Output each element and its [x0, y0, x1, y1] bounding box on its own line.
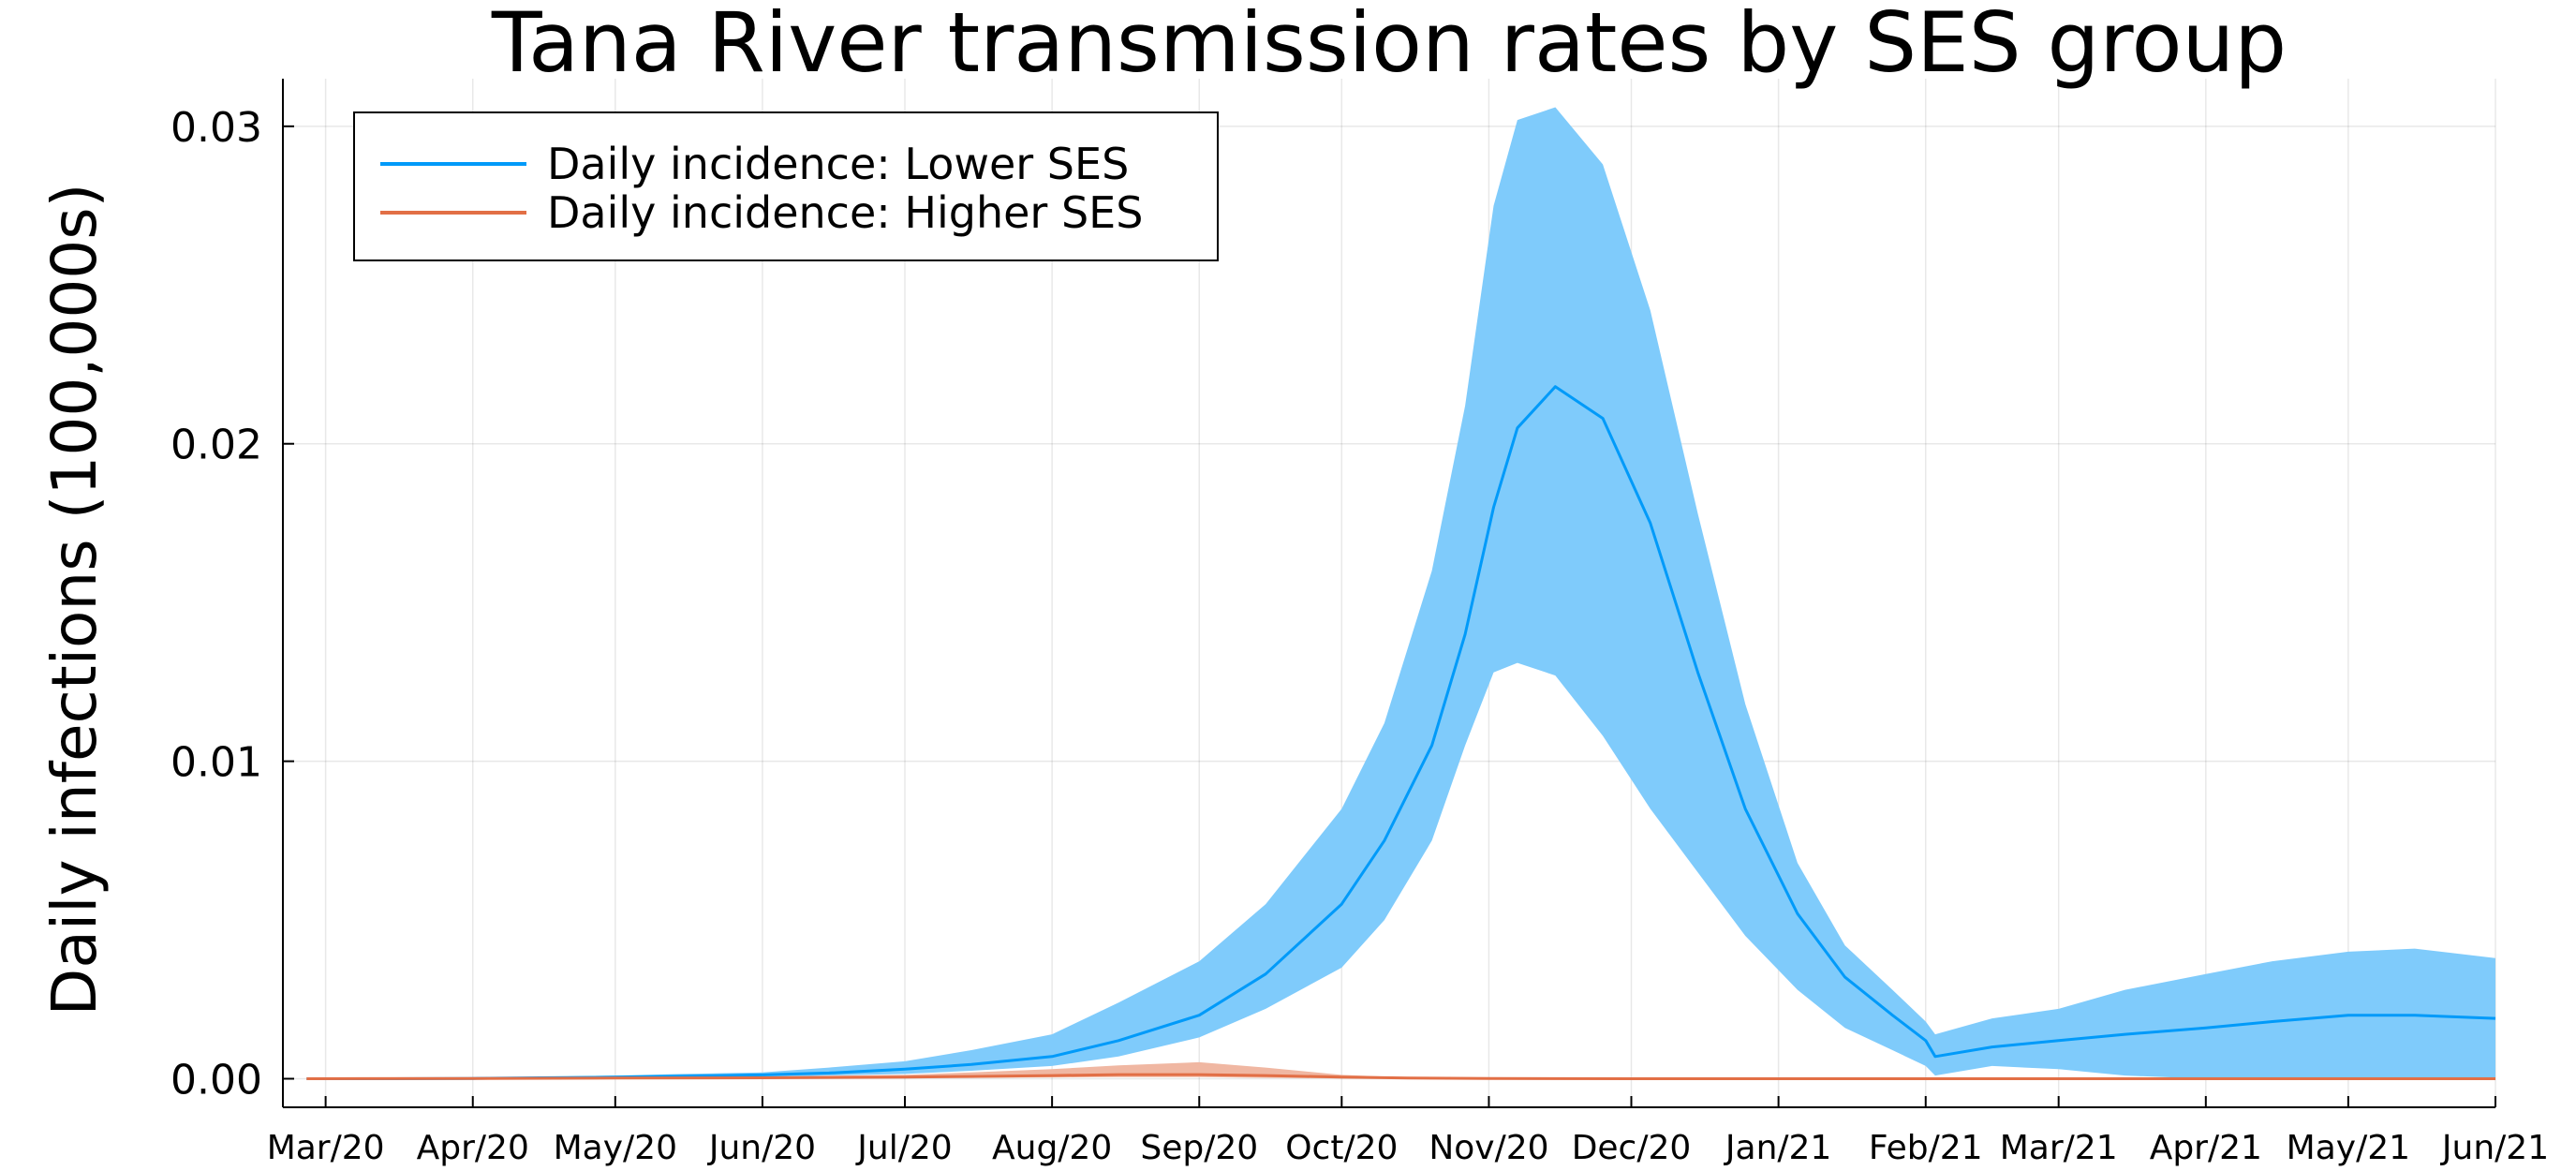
y-tick-label-1: 0.01 [170, 739, 262, 787]
x-tick-label-5: Aug/20 [992, 1129, 1112, 1167]
y-tick-label-2: 0.02 [170, 422, 262, 469]
x-tick-label-2: May/20 [554, 1129, 677, 1167]
axes: Mar/20 Apr/20 May/20 Jun/20 Jul/20 Aug/20 Sep/… [170, 79, 2549, 1167]
y-axis-label: Daily infections (100,000s) [38, 184, 111, 1016]
x-tick-label-4: Jul/20 [855, 1129, 952, 1167]
x-tick-label-7: Oct/20 [1285, 1129, 1398, 1167]
x-tick-label-1: Apr/20 [417, 1129, 529, 1167]
x-tick-label-10: Jan/21 [1724, 1129, 1831, 1167]
line-series-0 [306, 385, 2496, 1080]
chart-title: Tana River transmission rates by SES gro… [491, 0, 2287, 91]
x-tick-label-15: Jun/21 [2440, 1129, 2549, 1167]
x-tick-label-12: Mar/21 [2000, 1129, 2118, 1167]
legend-label-1: Daily incidence: Higher SES [547, 187, 1143, 238]
x-tick-label-11: Feb/21 [1869, 1129, 1983, 1167]
series-lines [306, 385, 2496, 1080]
legend-box [353, 111, 1219, 261]
x-tick-label-3: Jun/20 [707, 1129, 816, 1167]
x-tick-label-13: Apr/21 [2150, 1129, 2262, 1167]
x-tick-label-8: Nov/20 [1429, 1129, 1548, 1167]
band-series-0 [306, 107, 2495, 1079]
x-tick-label-14: May/21 [2287, 1129, 2410, 1167]
confidence-bands [306, 107, 2495, 1079]
x-tick-label-0: Mar/20 [267, 1129, 385, 1167]
x-tick-label-9: Dec/20 [1572, 1129, 1692, 1167]
y-tick-label-3: 0.03 [170, 104, 262, 152]
legend-label-0: Daily incidence: Lower SES [547, 139, 1129, 189]
line-series-1 [306, 1073, 2495, 1080]
x-tick-label-6: Sep/20 [1140, 1129, 1258, 1167]
y-tick-label-0: 0.00 [170, 1057, 262, 1104]
